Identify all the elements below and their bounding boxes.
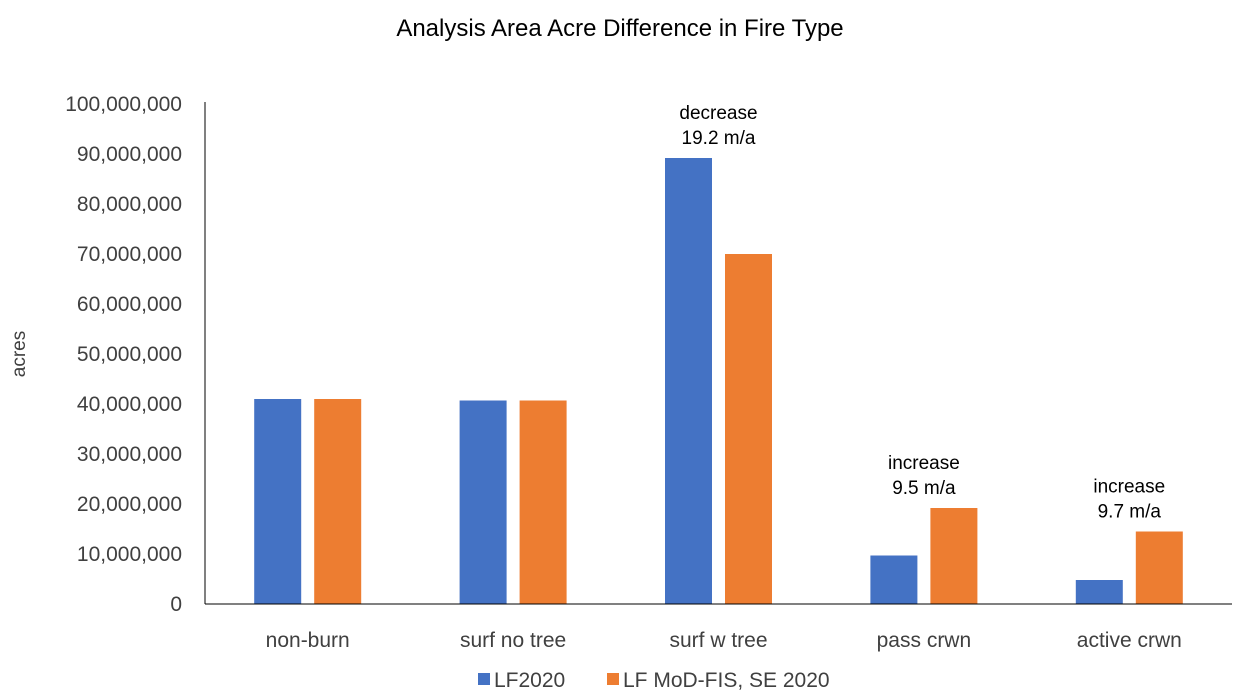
y-tick-label: 100,000,000 (65, 93, 182, 116)
annotation-text: 9.5 m/a (892, 478, 956, 499)
y-tick-label: 70,000,000 (77, 243, 182, 266)
legend-label: LF MoD-FIS, SE 2020 (623, 669, 830, 692)
legend-label: LF2020 (494, 669, 565, 692)
annotation-text: 19.2 m/a (682, 128, 756, 149)
bar-lf-mod-fis-4 (1135, 531, 1183, 604)
bars-group (254, 158, 1183, 604)
y-tick-label: 0 (170, 593, 182, 616)
x-axis-labels: non-burn surf no tree surf w tree pass crwn… (266, 629, 1182, 652)
y-tick-label: 40,000,000 (77, 393, 182, 416)
y-tick-label: 90,000,000 (77, 143, 182, 166)
y-tick-label: 30,000,000 (77, 443, 182, 466)
chart-title: Analysis Area Acre Difference in Fire Ty… (396, 15, 843, 42)
bar-lf2020-4 (1075, 580, 1123, 604)
bar-lf2020-1 (459, 400, 507, 604)
bar-lf2020-3 (870, 555, 918, 604)
annotations-group: decrease 19.2 m/a increase 9.5 m/a increase 9… (679, 103, 1165, 523)
annotation-text: decrease (679, 103, 757, 124)
legend: LF2020 LF MoD-FIS, SE 2020 (478, 669, 830, 692)
y-tick-label: 10,000,000 (77, 543, 182, 566)
y-tick-label: 60,000,000 (77, 293, 182, 316)
y-tick-label: 80,000,000 (77, 193, 182, 216)
bar-lf2020-0 (254, 399, 302, 604)
annotation-text: increase (1093, 477, 1165, 498)
legend-swatch (607, 673, 619, 685)
bar-lf-mod-fis-0 (314, 399, 362, 604)
bar-lf2020-2 (665, 158, 712, 604)
annotation-text: 9.7 m/a (1098, 502, 1162, 523)
x-category-label: active crwn (1077, 629, 1182, 652)
legend-swatch (478, 673, 490, 685)
y-tick-label: 50,000,000 (77, 343, 182, 366)
y-axis-title: acres (9, 331, 30, 377)
bar-lf-mod-fis-2 (725, 254, 772, 604)
bar-lf-mod-fis-3 (930, 508, 978, 604)
bar-lf-mod-fis-1 (519, 400, 567, 604)
annotation-text: increase (888, 453, 960, 474)
y-axis-ticks: 0 10,000,000 20,000,000 30,000,000 40,000,00… (65, 93, 182, 616)
y-tick-label: 20,000,000 (77, 493, 182, 516)
x-category-label: surf w tree (669, 629, 767, 652)
x-category-label: pass crwn (877, 629, 972, 652)
x-category-label: surf no tree (460, 629, 566, 652)
x-category-label: non-burn (266, 629, 350, 652)
